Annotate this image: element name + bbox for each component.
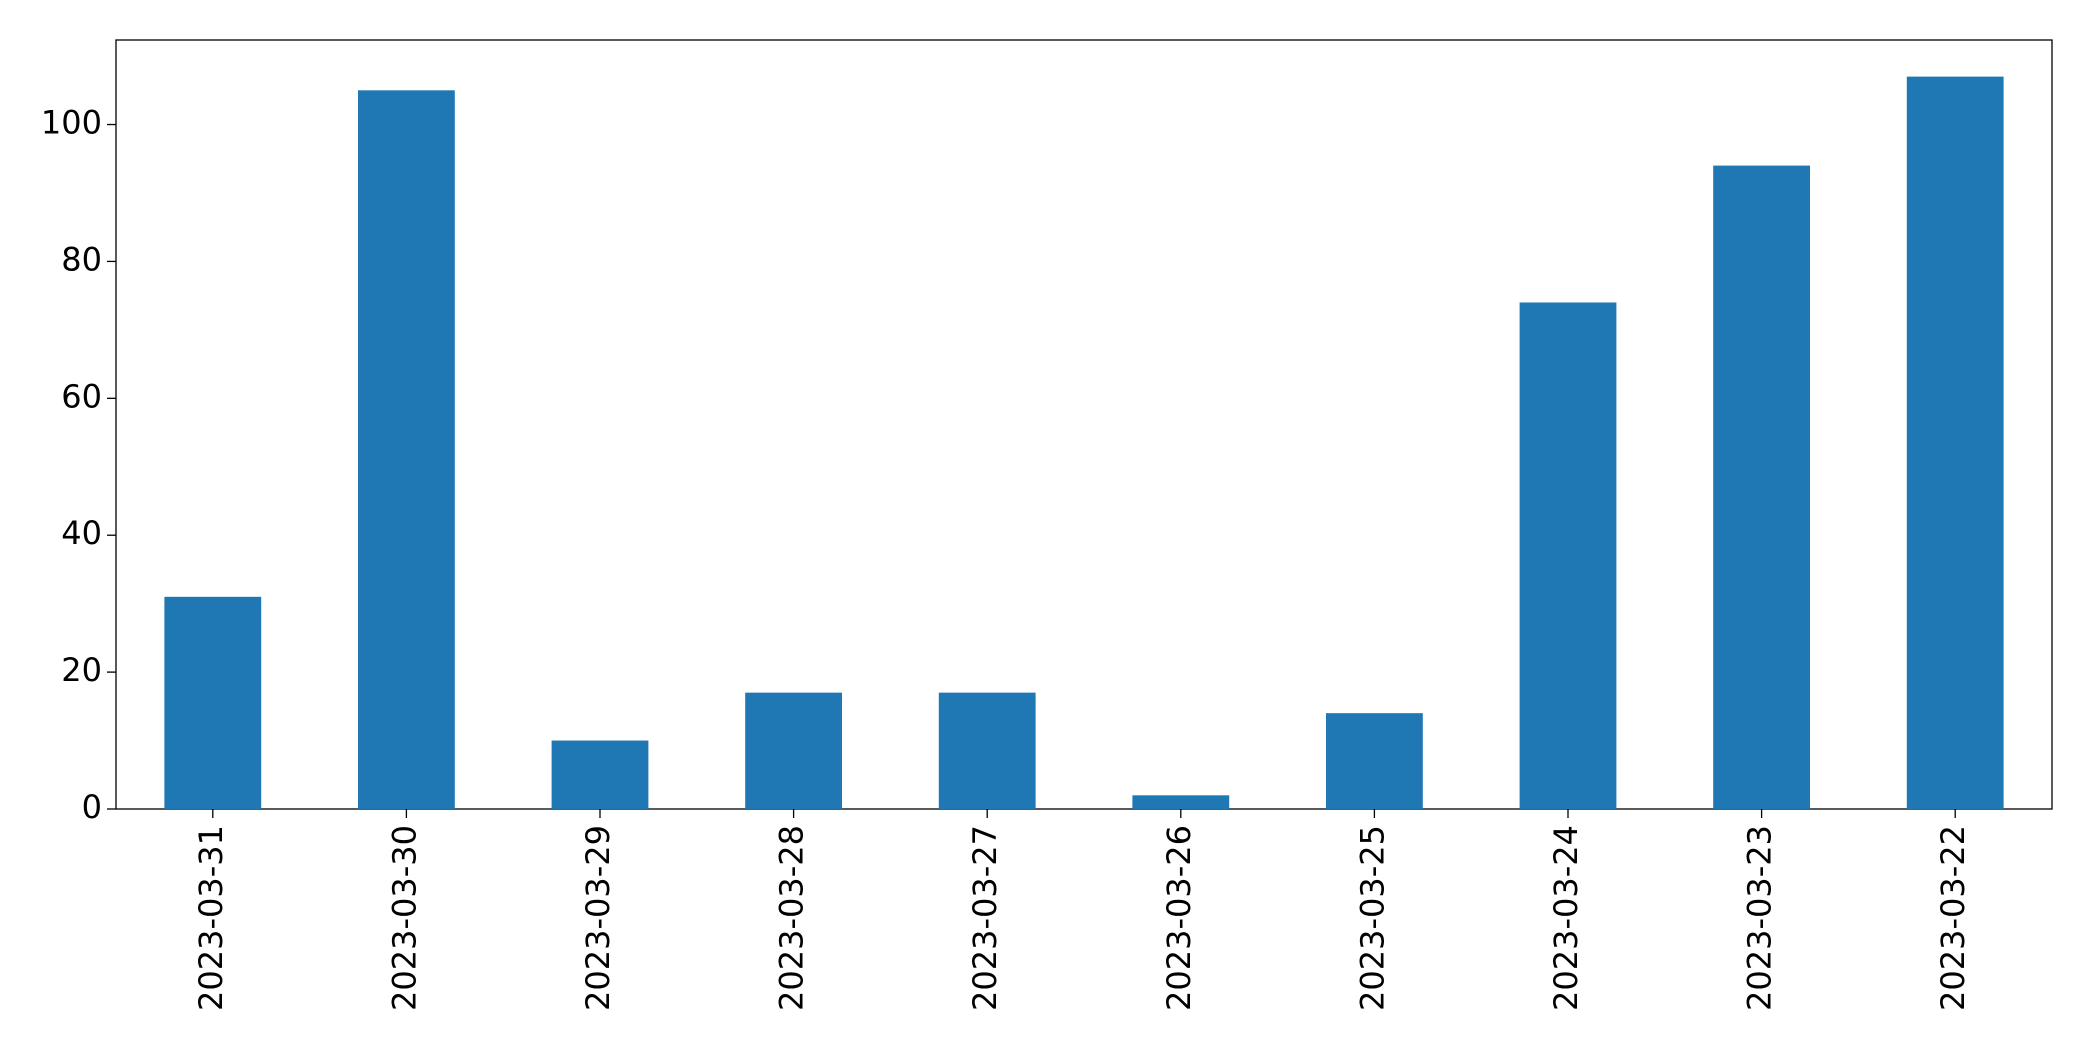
x-tick-label: 2023-03-31 <box>192 825 230 1011</box>
x-tick-label: 2023-03-28 <box>773 825 811 1011</box>
x-tick-label: 2023-03-30 <box>385 825 423 1011</box>
bar <box>551 740 649 809</box>
y-tick-label: 60 <box>61 377 102 415</box>
y-tick-label: 100 <box>41 104 102 142</box>
bar <box>938 692 1036 809</box>
bar <box>1519 302 1617 809</box>
x-tick-label: 2023-03-23 <box>1741 825 1779 1011</box>
y-tick-label: 80 <box>61 240 102 278</box>
bar <box>1132 795 1230 809</box>
x-tick-label: 2023-03-22 <box>1934 825 1972 1011</box>
bar <box>1906 76 2004 810</box>
bar <box>1326 713 1423 809</box>
bar <box>358 90 455 809</box>
plot-frame <box>115 39 2053 810</box>
bar <box>1713 165 1810 809</box>
x-tick-label: 2023-03-25 <box>1353 825 1391 1011</box>
y-tick-label: 0 <box>82 788 102 826</box>
bar <box>745 692 842 809</box>
y-tick-label: 20 <box>61 651 102 689</box>
x-tick-label: 2023-03-29 <box>579 825 617 1011</box>
x-tick-label: 2023-03-24 <box>1547 825 1585 1011</box>
y-tick-label: 40 <box>61 514 102 552</box>
x-tick-label: 2023-03-27 <box>966 825 1004 1011</box>
bar <box>164 596 262 809</box>
x-tick-label: 2023-03-26 <box>1160 825 1198 1011</box>
